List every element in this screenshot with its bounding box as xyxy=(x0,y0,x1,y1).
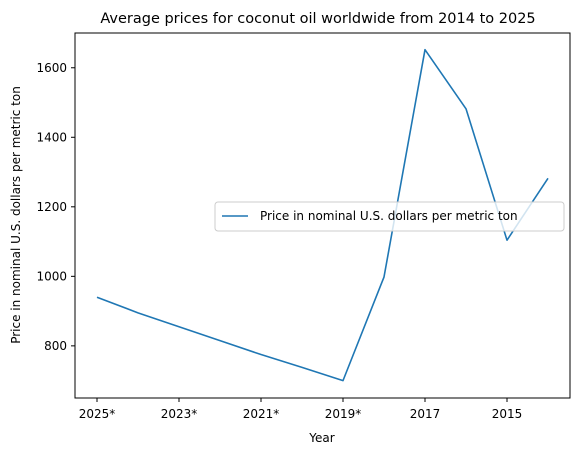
y-tick-label: 1600 xyxy=(36,61,67,75)
x-tick-label: 2025* xyxy=(79,407,116,421)
x-tick-label: 2023* xyxy=(161,407,198,421)
y-tick-label: 1200 xyxy=(36,200,67,214)
x-tick-label: 2019* xyxy=(325,407,362,421)
legend: Price in nominal U.S. dollars per metric… xyxy=(214,201,565,232)
y-axis: 800 1000 1200 1400 1600 xyxy=(36,61,75,353)
x-axis: 2025* 2023* 2021* 2019* 2017 2015 xyxy=(79,398,523,421)
x-tick-label: 2017 xyxy=(410,407,441,421)
x-tick-label: 2021* xyxy=(243,407,280,421)
y-tick-label: 1000 xyxy=(36,269,67,283)
chart-title: Average prices for coconut oil worldwide… xyxy=(100,11,535,27)
legend-box xyxy=(214,201,565,232)
plot-area: 800 1000 1200 1400 1600 2025* 2023* 2021* 2019*… xyxy=(36,32,571,421)
x-axis-label: Year xyxy=(308,431,334,445)
legend-label: Price in nominal U.S. dollars per metric… xyxy=(260,209,518,223)
y-axis-label: Price in nominal U.S. dollars per metric… xyxy=(9,86,23,344)
y-tick-label: 800 xyxy=(44,339,67,353)
y-tick-label: 1400 xyxy=(36,130,67,144)
plot-frame xyxy=(74,32,571,399)
x-tick-label: 2015 xyxy=(492,407,523,421)
series-line xyxy=(96,48,549,382)
series-layer xyxy=(96,48,549,382)
